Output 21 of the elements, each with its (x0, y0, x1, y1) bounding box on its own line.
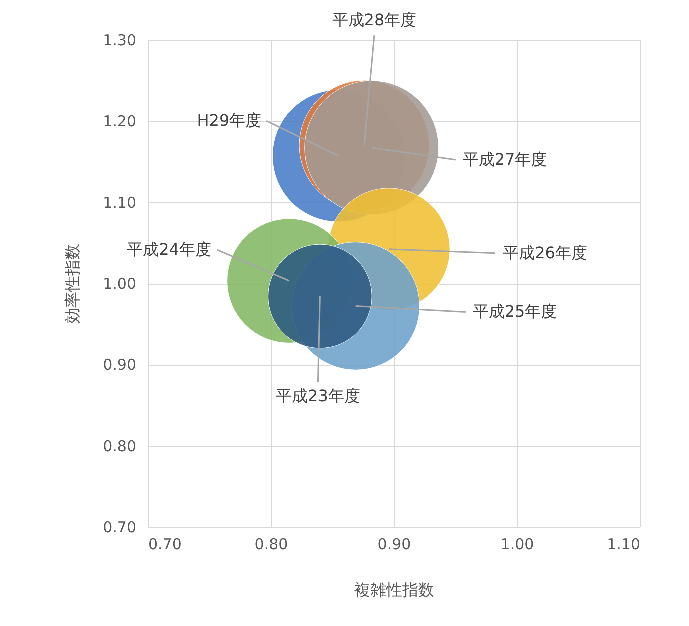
text: 平成23年度 (276, 386, 360, 406)
x-tick-label: 0.90 (378, 536, 412, 554)
y-axis-title: 効率性指数 (63, 244, 82, 324)
y-tick-label: 1.20 (103, 112, 136, 131)
y-tick-label: 0.70 (103, 518, 136, 536)
y-tick-label: 1.30 (103, 32, 136, 50)
text: 平成28年度 (332, 10, 417, 30)
y-tick-label: 0.80 (103, 437, 136, 456)
x-axis-title: 複雑性指数 (354, 580, 434, 600)
x-tick-label: 1.10 (607, 536, 640, 554)
x-tick-label: 1.00 (500, 536, 534, 554)
y-tick-label: 0.90 (103, 356, 136, 374)
text: 平成25年度 (472, 302, 558, 322)
text: 平成26年度 (503, 243, 588, 262)
y-tick-label: 1.00 (103, 275, 136, 293)
y-tick-label: 1.10 (103, 194, 136, 212)
series-label: 平成27年度 (462, 150, 548, 169)
series-label: H29年度 (197, 111, 262, 130)
x-tick-label: 0.70 (148, 536, 182, 554)
x-tick-label: 0.80 (254, 536, 288, 554)
series-label: 平成24年度 (127, 240, 212, 260)
